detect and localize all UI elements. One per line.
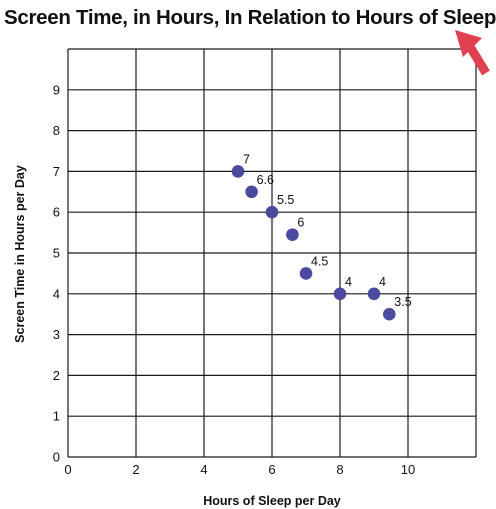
red-arrow-icon bbox=[455, 30, 490, 76]
y-tick-label: 7 bbox=[53, 164, 60, 179]
data-label: 6.6 bbox=[257, 173, 274, 187]
x-tick-label: 4 bbox=[200, 462, 207, 477]
data-label: 3.5 bbox=[394, 295, 411, 309]
data-labels: 7 6.65.56 4.5 4 4 3.5 bbox=[243, 152, 412, 309]
data-points bbox=[231, 165, 396, 321]
x-tick-label: 0 bbox=[64, 462, 71, 477]
x-axis-label: Hours of Sleep per Day bbox=[203, 494, 341, 508]
data-label: 6 bbox=[297, 216, 304, 230]
data-label: 4.5 bbox=[311, 254, 328, 268]
y-tick-label: 0 bbox=[53, 450, 60, 465]
data-point bbox=[383, 307, 396, 321]
y-tick-label: 5 bbox=[53, 246, 60, 261]
y-tick-label: 1 bbox=[53, 409, 60, 424]
data-point bbox=[245, 185, 258, 199]
data-point bbox=[299, 267, 313, 280]
x-tick-label: 10 bbox=[401, 462, 415, 477]
chart-title: Screen Time, in Hours, In Relation to Ho… bbox=[4, 6, 496, 29]
grid-lines bbox=[67, 48, 477, 458]
tick-labels: 0 2 4 6 8 10 0 1 2 3 4 5 6 7 8 9 bbox=[53, 82, 415, 477]
data-point bbox=[367, 287, 381, 301]
red-arrow-icon-shaft bbox=[465, 42, 490, 76]
data-label: 4 bbox=[345, 275, 352, 289]
y-tick-label: 9 bbox=[53, 82, 60, 97]
data-point bbox=[265, 205, 279, 219]
data-point bbox=[231, 165, 245, 178]
data-point bbox=[286, 228, 299, 241]
y-axis-label: Screen Time in Hours per Day bbox=[13, 165, 27, 343]
y-tick-label: 8 bbox=[53, 123, 60, 138]
y-tick-label: 3 bbox=[53, 327, 60, 342]
x-tick-label: 6 bbox=[268, 462, 275, 477]
data-label: 5.5 bbox=[277, 193, 294, 207]
data-point bbox=[333, 287, 347, 301]
y-tick-label: 6 bbox=[53, 205, 60, 220]
x-tick-label: 2 bbox=[132, 462, 139, 477]
y-tick-label: 2 bbox=[53, 368, 60, 383]
data-label: 7 bbox=[243, 152, 250, 166]
data-label: 4 bbox=[379, 275, 386, 289]
y-tick-label: 4 bbox=[53, 286, 60, 301]
x-tick-label: 8 bbox=[336, 462, 343, 477]
red-arrow-icon-head bbox=[455, 30, 482, 57]
